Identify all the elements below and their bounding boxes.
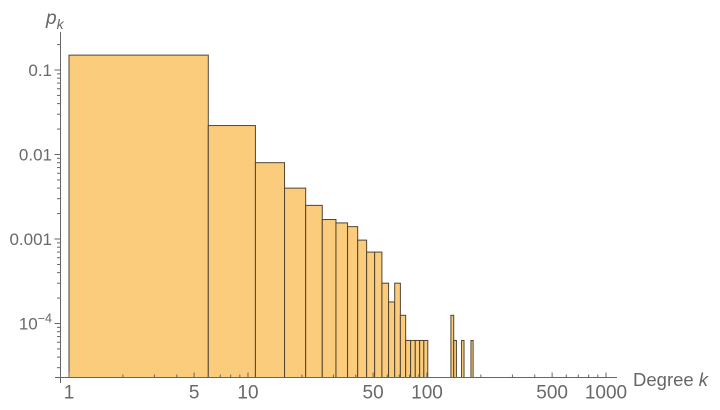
histogram-bar (357, 239, 368, 378)
histogram-bar (366, 251, 376, 378)
x-tick-label: 50 (363, 383, 384, 404)
histogram-bar (388, 301, 396, 378)
histogram-bar (399, 314, 407, 378)
histogram-bar (470, 339, 474, 378)
histogram-bar (68, 54, 209, 378)
y-tick-label: 0.01 (19, 146, 52, 165)
histogram-bar (254, 162, 286, 378)
histogram-bar (374, 251, 383, 378)
histogram-bar (347, 226, 359, 378)
y-tick-label: 10−4 (19, 312, 52, 334)
histogram-bar (453, 339, 457, 378)
x-tick-label: 1 (64, 383, 75, 404)
x-tick-label: 500 (536, 383, 568, 404)
y-tick-label: 0.001 (9, 230, 52, 249)
histogram-bar (414, 339, 421, 378)
histogram-bar (335, 222, 349, 378)
histogram-bar (419, 339, 425, 378)
histogram-bar (284, 187, 307, 378)
histogram-bar (410, 339, 416, 378)
x-tick-label: 1000 (585, 383, 627, 404)
histogram-bar (394, 282, 401, 379)
histogram-bar (305, 204, 323, 378)
histogram-bar (381, 282, 390, 379)
y-tick-label: 0.1 (28, 61, 52, 80)
x-axis-label: Degree k (633, 369, 710, 390)
histogram-bar (321, 219, 337, 378)
histogram-bar (207, 125, 256, 379)
y-axis-label: pk (45, 8, 65, 32)
x-tick-label: 10 (237, 383, 258, 404)
histogram-bar (423, 339, 429, 378)
histogram-bar (405, 339, 412, 378)
x-tick-label: 5 (189, 383, 200, 404)
histogram-bar (461, 339, 465, 378)
x-tick-label: 100 (411, 383, 443, 404)
